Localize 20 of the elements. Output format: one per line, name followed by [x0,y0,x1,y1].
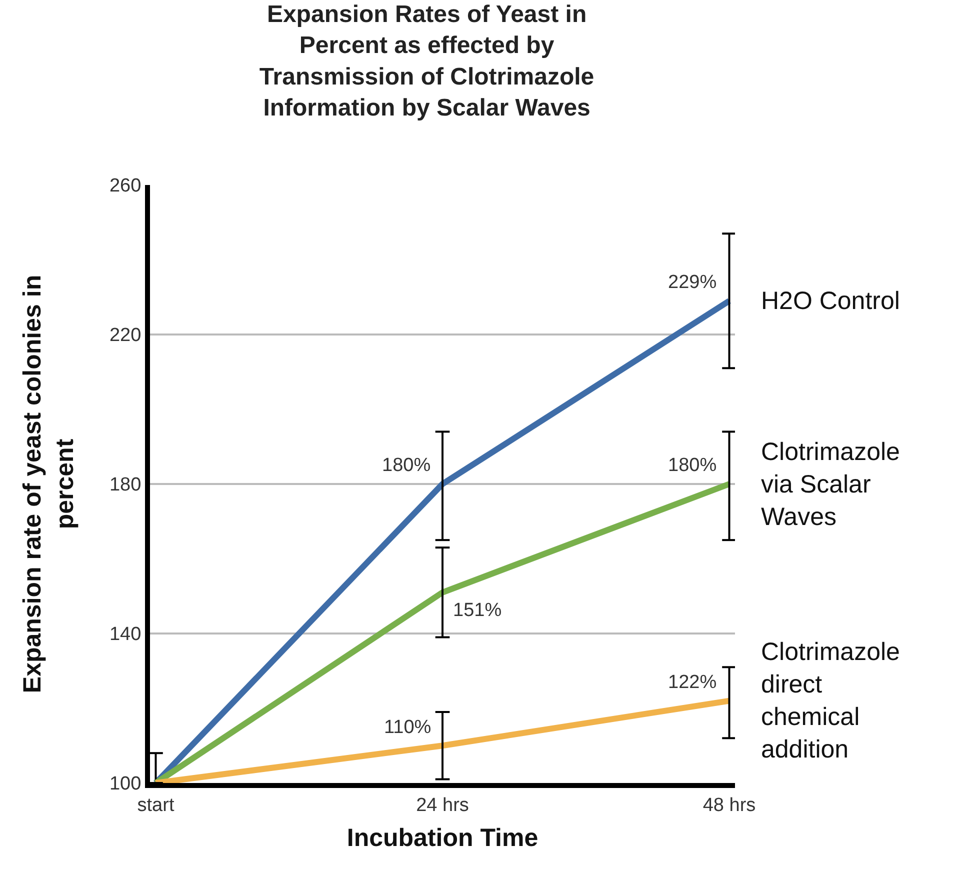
data-label: 122% [668,672,717,693]
y-axis-title: Expansion rate of yeast colonies in percent [18,274,80,694]
x-tick-label: 48 hrs [702,794,756,816]
x-tick-label: start [137,794,175,816]
y-tick-label: 260 [109,176,142,197]
series-label: Clotrimazole via Scalar Waves [761,438,900,531]
data-label: 180% [668,455,717,476]
y-tick-label: 100 [109,774,142,795]
chart-title: Expansion Rates of Yeast in Percent as effected by Transmission of Clotrimazole Information by Scalar Waves [259,0,594,122]
data-label: 151% [453,600,502,621]
series-label: H2O Control [761,287,900,315]
y-tick-label: 180 [109,474,142,496]
data-label: 229% [668,272,717,293]
y-tick-label: 140 [109,624,142,646]
x-axis-title: Incubation Time [346,824,538,852]
series-label: Clotrimazole direct chemical addition [761,638,900,764]
x-tick-label: 24 hrs [416,794,469,816]
y-tick-label: 220 [109,325,142,346]
data-label: 180% [382,455,431,476]
data-label: 110% [384,717,432,738]
